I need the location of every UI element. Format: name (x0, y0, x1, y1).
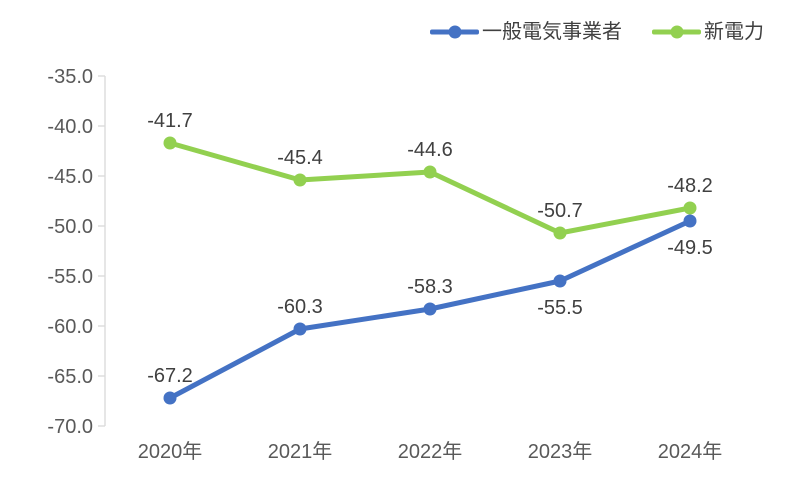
data-point-marker (163, 391, 177, 405)
legend-line-marker-icon (652, 25, 701, 39)
data-point-marker (423, 302, 437, 316)
legend-dot (670, 25, 683, 39)
data-label: -48.2 (667, 175, 713, 197)
y-axis-tick-label: -55.0 (47, 266, 93, 288)
data-label: -55.5 (537, 297, 583, 319)
legend-item-ippan-denki-jigyosha: 一般電気事業者 (430, 22, 622, 42)
data-label: -50.7 (537, 200, 583, 222)
data-label: -41.7 (147, 110, 193, 132)
y-axis-tick-label: -65.0 (47, 366, 93, 388)
legend-item-shindenryoku: 新電力 (652, 22, 764, 42)
y-axis-tick-label: -40.0 (47, 116, 93, 138)
legend-dot (448, 25, 461, 39)
y-axis-tick-label: -70.0 (47, 416, 93, 438)
data-point-marker (553, 226, 567, 240)
data-point-marker (423, 165, 437, 179)
data-point-marker (683, 214, 697, 228)
data-label: -45.4 (277, 147, 323, 169)
x-axis-tick-label: 2023年 (528, 440, 593, 463)
y-axis-tick-label: -45.0 (47, 166, 93, 188)
legend-label: 新電力 (704, 21, 764, 43)
data-point-marker (683, 201, 697, 215)
data-label: -44.6 (407, 139, 453, 161)
x-axis-tick-label: 2021年 (268, 440, 333, 463)
x-axis-tick-label: 2020年 (138, 440, 203, 463)
y-axis-tick-label: -35.0 (47, 66, 93, 88)
legend: 一般電気事業者 新電力 (430, 22, 764, 42)
y-axis-tick-label: -60.0 (47, 316, 93, 338)
legend-label: 一般電気事業者 (482, 21, 622, 43)
data-label: -58.3 (407, 276, 453, 298)
legend-line-marker-icon (430, 25, 479, 39)
data-point-marker (293, 173, 307, 187)
y-axis-tick-label: -50.0 (47, 216, 93, 238)
data-label: -60.3 (277, 296, 323, 318)
data-point-marker (293, 322, 307, 336)
x-axis-tick-label: 2024年 (658, 440, 723, 463)
data-label: -49.5 (667, 237, 713, 259)
data-point-marker (553, 274, 567, 288)
x-axis-tick-label: 2022年 (398, 440, 463, 463)
data-point-marker (163, 136, 177, 150)
data-label: -67.2 (147, 365, 193, 387)
